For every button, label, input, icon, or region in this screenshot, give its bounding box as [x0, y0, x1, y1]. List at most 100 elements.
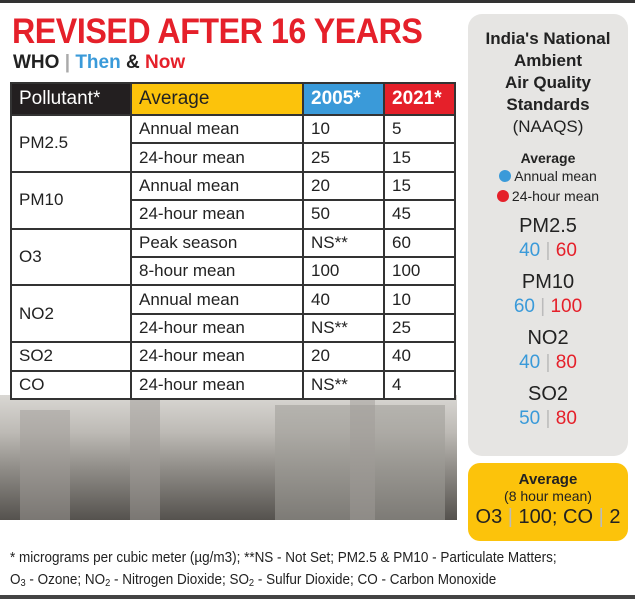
cell-average: 24-hour mean: [130, 199, 304, 230]
naaqs-values: 60 | 100: [513, 296, 583, 317]
table-row: SO2 24-hour mean 20 40: [10, 341, 456, 372]
subtitle-now: Now: [145, 52, 186, 73]
smog-city-photo: [0, 395, 457, 520]
naaqs-title-line: India's National: [485, 29, 611, 48]
legend-label: Annual mean: [514, 168, 597, 184]
subtitle-sep: |: [64, 52, 71, 73]
footnote: * micrograms per cubic meter (µg/m3); **…: [10, 547, 557, 595]
table-row: 8-hour mean 100 100: [11, 255, 456, 287]
o3-label: O3: [475, 506, 503, 528]
cell-2005: 10: [302, 113, 385, 145]
co-label: CO: [563, 506, 594, 528]
header-average: Average: [130, 82, 304, 116]
cell-average: Annual mean: [130, 113, 304, 145]
cell-average: 24-hour mean: [130, 341, 304, 372]
naaqs-title-line: Standards: [506, 95, 590, 114]
o3-value: 100;: [518, 506, 558, 528]
naaqs-pollutant: NO2: [527, 327, 569, 349]
legend-label: 24-hour mean: [511, 188, 600, 204]
naaqs-title: India's National Ambient Air Quality Sta…: [468, 28, 628, 116]
subtitle-amp: &: [126, 52, 140, 73]
cell-pollutant: CO: [10, 369, 132, 400]
cell-2021: 60: [383, 227, 456, 258]
bottom-border: [0, 595, 635, 599]
naaqs-abbr: (NAAQS): [512, 117, 584, 136]
daily-value: 80: [555, 408, 577, 429]
cell-2005: 40: [302, 284, 385, 315]
table-row: 24-hour mean 25 15: [11, 142, 456, 173]
box-subtitle: (8 hour mean): [504, 488, 592, 504]
pollutant-name-merged: PM2.5: [68, 133, 69, 134]
cell-2021: 25: [383, 312, 456, 344]
cell-average: 24-hour mean: [130, 142, 304, 173]
cell-2021: 45: [383, 199, 456, 230]
cell-average: Annual mean: [130, 170, 304, 202]
pollutant-name: O3: [19, 246, 42, 266]
cell-2021: 4: [383, 369, 456, 400]
cell-pollutant: NO2NO2: [10, 284, 132, 344]
header-2005: 2005*: [302, 82, 385, 116]
legend-annual: Annual mean: [468, 166, 628, 186]
cell-2005: NS**: [302, 369, 385, 400]
naaqs-panel: India's National Ambient Air Quality Sta…: [468, 14, 628, 456]
header-2021: 2021*: [383, 82, 456, 116]
cell-2021: 10: [383, 284, 456, 315]
cell-2005: 25: [302, 142, 385, 173]
naaqs-values: 50 | 80: [519, 408, 577, 429]
legend-title: Average: [520, 150, 576, 166]
pollutant-name-merged: PM10: [63, 190, 64, 191]
cell-pollutant: PM2.5PM2.5: [10, 114, 132, 173]
cell-2021: 5: [383, 113, 456, 145]
naaqs-title-line: Air Quality: [505, 73, 591, 92]
pollutant-name-merged: NO2: [54, 304, 55, 305]
daily-value: 100: [550, 296, 583, 317]
co-value: 2: [609, 506, 621, 528]
headline: REVISED AFTER 16 YEARS: [12, 12, 423, 51]
daily-value: 80: [555, 352, 577, 373]
naaqs-values: 40 | 60: [519, 240, 577, 261]
annual-value: 40: [519, 240, 541, 261]
naaqs-pollutant: SO2: [527, 383, 569, 405]
cell-2021: 40: [383, 341, 456, 372]
pollutant-name: PM10: [19, 190, 64, 210]
cell-2005: 20: [302, 170, 385, 202]
legend-daily: 24-hour mean: [468, 186, 628, 206]
naaqs-title-line: Ambient: [514, 51, 582, 70]
box-values: O3 | 100; CO | 2: [475, 506, 621, 528]
annual-value: 60: [513, 296, 535, 317]
cell-average: 24-hour mean: [130, 312, 304, 344]
cell-2005: NS**: [302, 312, 385, 344]
subtitle-who: WHO: [13, 52, 60, 73]
naaqs-values: 40 | 80: [519, 352, 577, 373]
daily-value: 60: [555, 240, 577, 261]
cell-average: Annual mean: [130, 284, 304, 315]
annual-value: 40: [519, 352, 541, 373]
cell-pollutant: PM10PM10: [10, 170, 132, 230]
table-row: 24-hour mean 50 45: [11, 199, 456, 230]
cell-2005: 100: [302, 255, 385, 287]
cell-average: 24-hour mean: [130, 369, 304, 400]
cell-pollutant: O3O3: [10, 227, 132, 287]
naaqs-pollutant: PM10: [521, 271, 575, 293]
header-pollutant: Pollutant*: [10, 82, 132, 116]
cell-average: Peak season: [130, 227, 304, 258]
table-row: 24-hour mean NS** 25: [11, 312, 456, 344]
box-title: Average: [518, 471, 578, 488]
footnote-line: O3 - Ozone; NO2 - Nitrogen Dioxide; SO2 …: [10, 572, 497, 589]
naaqs-8hour-box: Average (8 hour mean) O3 | 100; CO | 2: [468, 463, 628, 541]
blue-dot-icon: [499, 170, 512, 182]
pollutant-name: PM2.5: [19, 133, 69, 153]
cell-2021: 15: [383, 170, 456, 202]
cell-average: 8-hour mean: [130, 255, 304, 287]
cell-pollutant: SO2: [10, 341, 132, 372]
subtitle: WHO | Then & Now: [13, 52, 185, 74]
cell-2005: 50: [302, 199, 385, 230]
pollutant-name-merged: O3: [42, 247, 43, 248]
table-row: CO 24-hour mean NS** 4: [10, 369, 456, 400]
subtitle-then: Then: [75, 52, 121, 73]
cell-2021: 100: [383, 255, 456, 287]
annual-value: 50: [519, 408, 541, 429]
